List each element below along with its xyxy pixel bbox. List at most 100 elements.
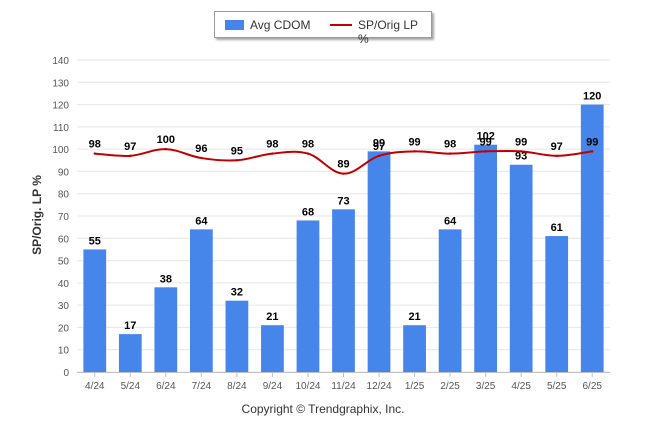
line-point — [200, 156, 203, 160]
bar — [261, 325, 284, 372]
y-axis-ticks: 0 10 20 30 40 50 60 70 80 90 100 110 120 130 140 — [52, 56, 69, 379]
legend-line-swatch — [330, 24, 352, 26]
y-tick-label: 120 — [52, 101, 69, 112]
line-value-label: 98 — [266, 139, 278, 151]
bar-value-label: 73 — [337, 195, 349, 207]
line-point — [235, 159, 239, 162]
line-point — [591, 150, 594, 153]
y-axis-label: SP/Orig. LP % — [30, 175, 44, 255]
x-tick-label: 2/25 — [440, 381, 460, 392]
x-tick-label: 1/25 — [405, 381, 425, 392]
x-axis-ticks: 4/24 5/24 6/24 7/24 8/24 9/24 10/24 11/24 12/24 1… — [85, 372, 602, 392]
line-value-label: 100 — [157, 134, 175, 146]
line-point — [519, 150, 523, 153]
line-value-label: 98 — [302, 139, 314, 151]
bar — [438, 229, 462, 372]
bar-value-label: 21 — [408, 311, 420, 323]
line-point — [448, 152, 452, 155]
bar — [296, 220, 320, 372]
copyright-text: Copyright © Trendgraphix, Inc. — [241, 402, 405, 416]
line-value-label: 99 — [408, 136, 420, 148]
x-tick-label: 6/25 — [582, 381, 602, 392]
x-tick-label: 4/24 — [85, 381, 105, 392]
y-tick-label: 40 — [58, 279, 70, 290]
x-tick-label: 7/24 — [192, 381, 212, 392]
line-value-label: 99 — [586, 136, 598, 148]
x-tick-label: 11/24 — [331, 381, 356, 392]
line-point — [342, 172, 345, 175]
bar — [509, 164, 533, 372]
line-point — [93, 152, 96, 155]
x-tick-label: 3/25 — [476, 381, 496, 392]
x-tick-label: 6/24 — [156, 381, 176, 392]
legend-line-label: SP/Orig LP % — [358, 18, 418, 46]
y-tick-label: 130 — [52, 78, 69, 89]
line-value-label: 96 — [195, 143, 207, 155]
bar-value-label: 21 — [266, 311, 278, 323]
y-tick-label: 90 — [58, 167, 70, 178]
bar-value-label: 120 — [583, 91, 601, 103]
line-point — [484, 150, 487, 153]
bar — [545, 236, 569, 372]
legend-bar-swatch — [225, 20, 244, 30]
line-value-label: 99 — [480, 136, 492, 148]
x-tick-label: 8/24 — [227, 381, 247, 392]
y-tick-label: 20 — [58, 323, 70, 334]
y-tick-label: 80 — [58, 190, 70, 201]
bar-value-label: 64 — [444, 215, 457, 227]
line-value-label: 97 — [551, 141, 563, 153]
x-tick-label: 5/24 — [121, 381, 141, 392]
bar — [83, 249, 107, 372]
x-tick-label: 5/25 — [547, 381, 567, 392]
y-tick-label: 110 — [53, 123, 69, 134]
legend: Avg CDOM SP/Orig LP % — [214, 11, 432, 46]
bar — [367, 151, 391, 372]
y-tick-label: 140 — [52, 56, 69, 67]
bar-value-label: 32 — [231, 287, 243, 299]
bar-value-label: 99 — [373, 137, 385, 149]
line-value-label: 95 — [231, 145, 243, 157]
line-point — [129, 154, 132, 158]
legend-bar-label: Avg CDOM — [250, 18, 311, 32]
bar-value-label: 55 — [89, 235, 101, 247]
line-value-label: 98 — [89, 139, 101, 151]
bar — [189, 229, 213, 372]
bar-value-label: 17 — [124, 320, 136, 332]
y-tick-label: 60 — [58, 234, 70, 245]
y-tick-label: 50 — [58, 257, 70, 268]
line-value-label: 97 — [373, 141, 385, 153]
bar — [225, 300, 249, 372]
line-value-label: 99 — [515, 136, 527, 148]
line-point — [306, 152, 310, 155]
bar-value-label: 93 — [515, 151, 527, 163]
bar — [403, 325, 426, 372]
bars — [83, 104, 604, 373]
bar-value-label: 102 — [476, 131, 494, 143]
bar-value-label: 64 — [195, 215, 208, 227]
y-tick-label: 70 — [58, 212, 70, 223]
y-tick-label: 30 — [58, 301, 70, 312]
bar — [332, 209, 355, 372]
bar-value-label: 68 — [302, 206, 314, 218]
line-value-label: 97 — [124, 141, 136, 153]
line-point — [271, 152, 274, 155]
line-point — [164, 147, 168, 151]
y-tick-label: 0 — [63, 368, 69, 379]
line-series — [93, 147, 594, 175]
y-tick-label: 100 — [52, 145, 69, 156]
bar-value-label: 38 — [160, 273, 172, 285]
bar — [118, 334, 142, 372]
line-point — [413, 150, 416, 153]
x-tick-label: 12/24 — [367, 381, 392, 392]
x-tick-label: 4/25 — [511, 381, 531, 392]
bar — [580, 104, 604, 373]
bar-value-label: 61 — [551, 222, 563, 234]
line-point — [377, 154, 381, 158]
line-value-label: 98 — [444, 139, 456, 151]
bar-labels: 55 17 38 64 32 21 68 73 99 21 64 102 93 61 120 — [89, 91, 602, 333]
x-tick-label: 10/24 — [295, 381, 320, 392]
line-point — [555, 154, 558, 158]
line-value-label: 89 — [337, 159, 349, 171]
